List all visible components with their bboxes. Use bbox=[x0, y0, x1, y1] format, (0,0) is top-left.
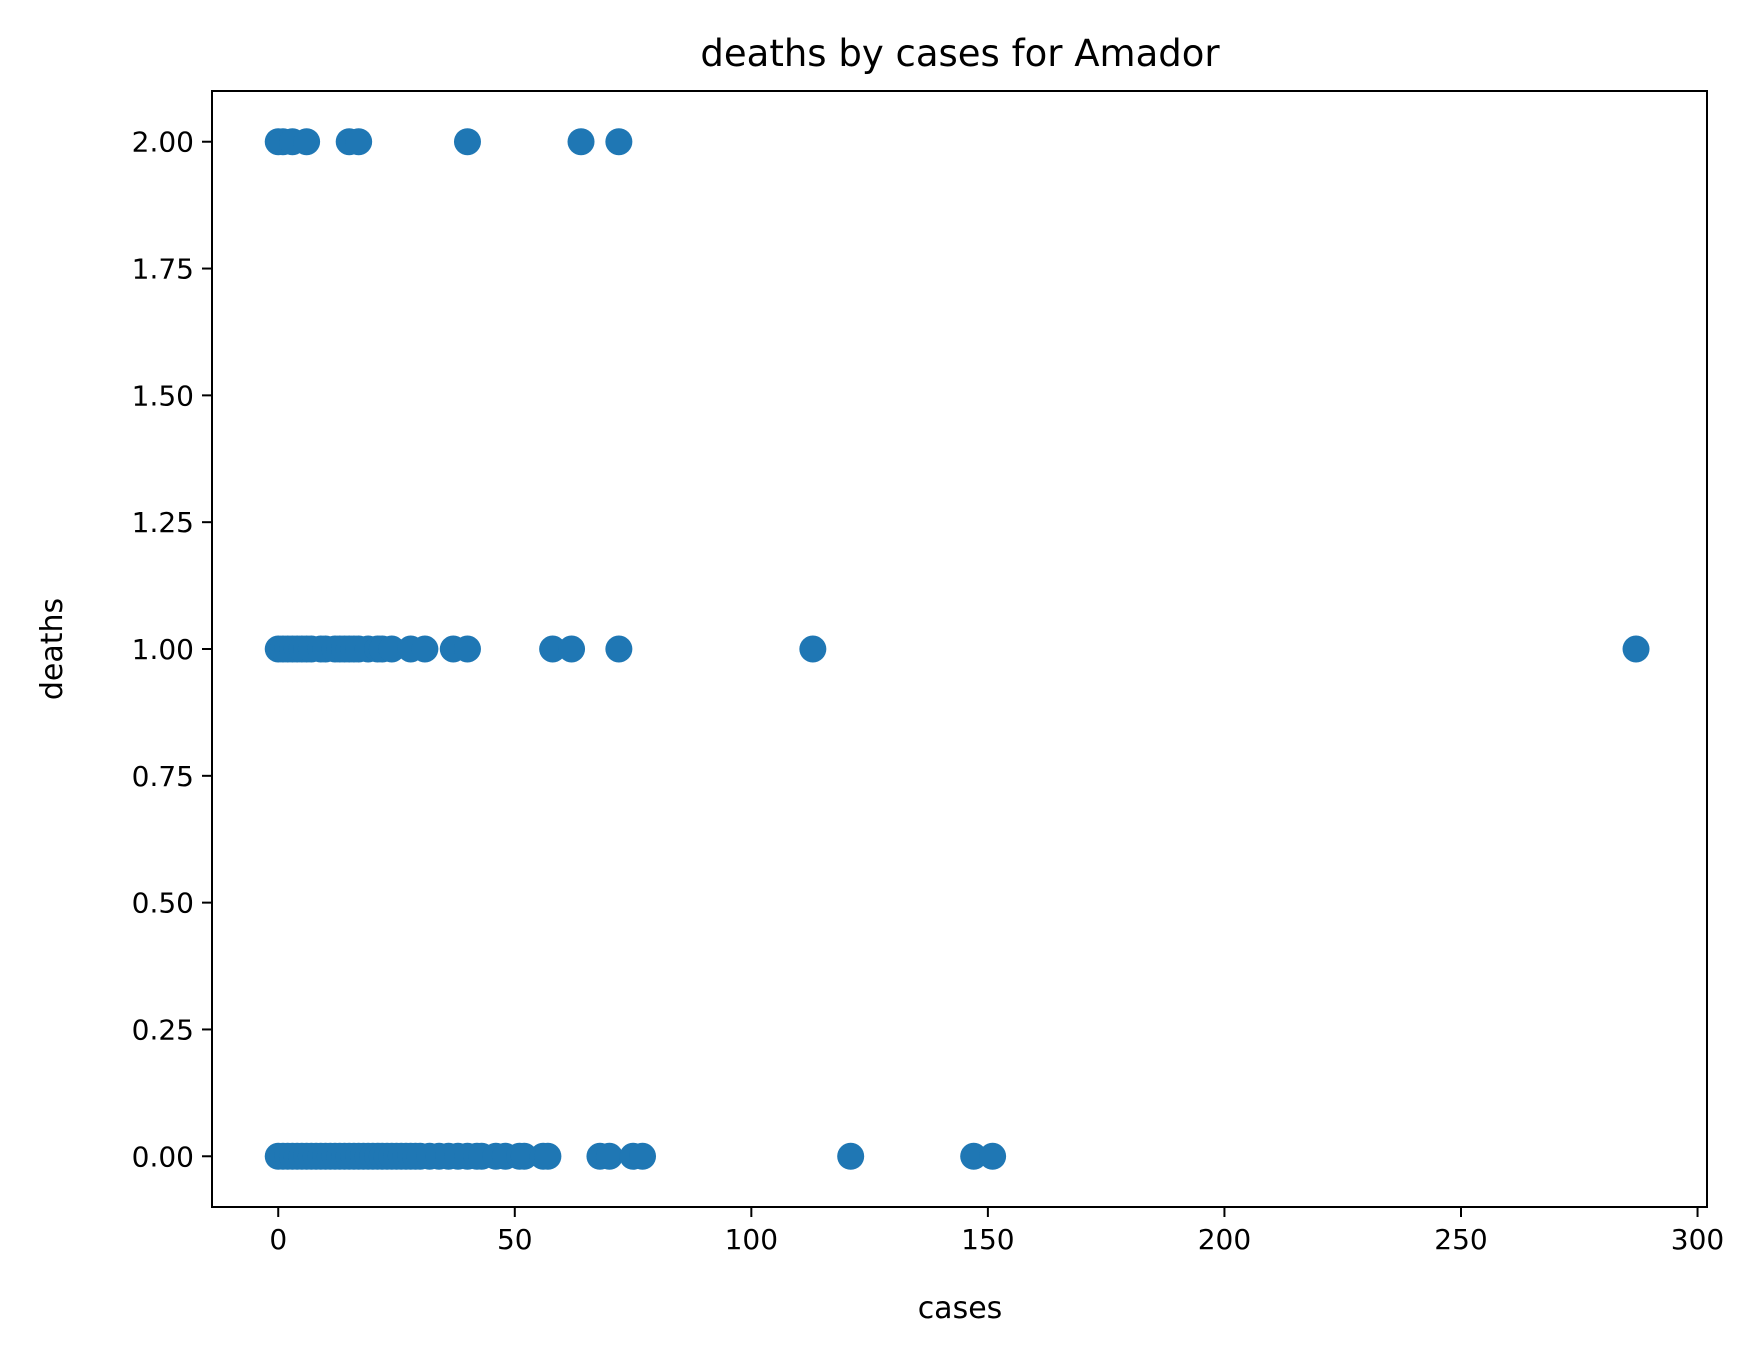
x-tick-label: 50 bbox=[497, 1223, 533, 1256]
axis-ticks: 0 50 100 150 200 250 300 0.00 0.25 0.50 0.75 1.00 1.… bbox=[132, 126, 1725, 1256]
x-tick-label: 150 bbox=[961, 1223, 1014, 1256]
y-axis-label: deaths bbox=[35, 598, 70, 700]
data-point bbox=[534, 1142, 562, 1170]
data-point bbox=[453, 128, 481, 156]
data-point bbox=[453, 635, 481, 663]
data-point bbox=[605, 635, 633, 663]
data-point bbox=[567, 128, 595, 156]
y-tick-label: 1.50 bbox=[132, 379, 194, 412]
plot-frame bbox=[211, 90, 1708, 1208]
x-tick-label: 200 bbox=[1198, 1223, 1251, 1256]
data-point bbox=[979, 1142, 1007, 1170]
data-point bbox=[378, 635, 406, 663]
data-point bbox=[1622, 635, 1650, 663]
chart-title: deaths by cases for Amador bbox=[700, 32, 1220, 75]
y-tick-label: 1.00 bbox=[132, 633, 194, 666]
y-tick-label: 0.00 bbox=[132, 1140, 194, 1173]
y-tick-label: 0.25 bbox=[132, 1013, 194, 1046]
data-point bbox=[411, 635, 439, 663]
data-point bbox=[629, 1142, 657, 1170]
data-point bbox=[293, 128, 321, 156]
data-points bbox=[264, 128, 1650, 1170]
x-tick-label: 250 bbox=[1434, 1223, 1487, 1256]
y-tick-label: 1.75 bbox=[132, 253, 194, 286]
data-point bbox=[510, 1142, 538, 1170]
x-tick-label: 0 bbox=[269, 1223, 287, 1256]
data-point bbox=[960, 1142, 988, 1170]
y-tick-label: 1.25 bbox=[132, 506, 194, 539]
x-tick-label: 300 bbox=[1671, 1223, 1724, 1256]
y-tick-label: 0.50 bbox=[132, 887, 194, 920]
data-point bbox=[595, 1142, 623, 1170]
x-tick-label: 100 bbox=[725, 1223, 778, 1256]
y-tick-label: 2.00 bbox=[132, 126, 194, 159]
data-point bbox=[837, 1142, 865, 1170]
data-point bbox=[345, 128, 373, 156]
data-point bbox=[799, 635, 827, 663]
data-point bbox=[605, 128, 633, 156]
y-tick-label: 0.75 bbox=[132, 760, 194, 793]
data-point bbox=[539, 635, 567, 663]
data-point bbox=[558, 635, 586, 663]
x-axis-label: cases bbox=[918, 1291, 1003, 1326]
